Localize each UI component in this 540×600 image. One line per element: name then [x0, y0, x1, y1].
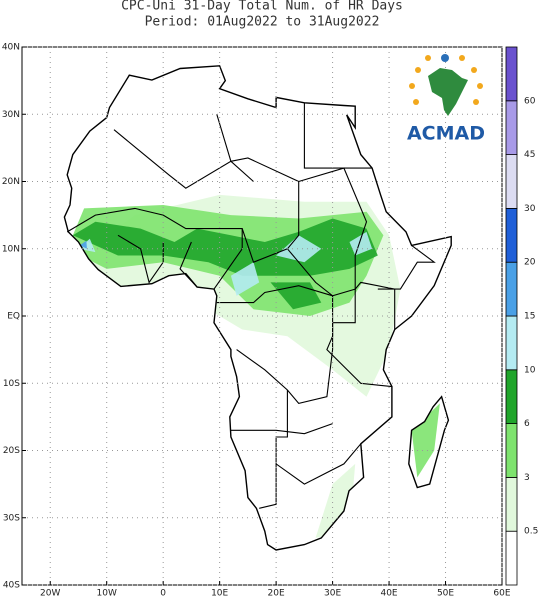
colorbar-bin: [505, 423, 518, 478]
colorbar-label: 60: [524, 96, 536, 106]
x-tick-label: 0: [160, 589, 166, 599]
colorbar-bin: [505, 100, 518, 156]
rain-area: [79, 240, 87, 249]
y-tick-label: EQ: [7, 312, 20, 322]
logo-sun-rays: [409, 55, 483, 105]
colorbar-bin: [505, 369, 518, 424]
country-border: [179, 241, 198, 288]
y-tick-label: 20S: [3, 446, 20, 456]
colorbar-bin: [505, 154, 518, 209]
colorbar: [505, 46, 518, 586]
x-tick-label: 40E: [380, 589, 397, 599]
x-tick-label: 60E: [493, 589, 510, 599]
x-tick-label: 10W: [97, 589, 117, 599]
colorbar-label: 30: [524, 204, 536, 214]
country-border: [117, 234, 164, 284]
coastline: [408, 395, 450, 489]
rain-area: [276, 235, 322, 263]
colorbar-bin: [505, 530, 518, 586]
colorbar-label: 0.5: [524, 527, 538, 537]
colorbar-bin: [505, 261, 518, 317]
x-tick-label: 10E: [211, 589, 228, 599]
country-border: [275, 390, 362, 485]
x-tick-label: 20W: [40, 589, 60, 599]
x-tick-label: 20E: [268, 589, 285, 599]
country-border: [216, 285, 334, 405]
country-border: [303, 102, 373, 169]
y-tick-label: 10S: [3, 379, 20, 389]
y-tick-label: 40N: [2, 43, 20, 53]
y-tick-label: 40S: [3, 581, 20, 591]
colorbar-label: 6: [524, 419, 530, 429]
country-border: [230, 423, 333, 435]
logo-africa: [428, 68, 468, 116]
y-tick-label: 30N: [2, 110, 20, 120]
x-tick-label: 30E: [324, 589, 341, 599]
colorbar-label: 15: [524, 312, 535, 322]
coastline: [63, 65, 452, 551]
rain-field: [64, 194, 440, 538]
colorbar-label: 45: [524, 150, 535, 160]
logo-drop: [441, 54, 449, 62]
title-line2: Period: 01Aug2022 to 31Aug2022: [145, 15, 380, 30]
title-line1: CPC-Uni 31-Day Total Num. of HR Days: [121, 0, 403, 14]
colorbar-label: 10: [524, 365, 536, 375]
logo-text: ACMAD: [407, 123, 485, 145]
country-border: [377, 244, 436, 290]
colorbar-bin: [505, 476, 518, 532]
colorbar-bin: [505, 46, 518, 102]
rain-area: [349, 231, 373, 256]
colorbar-label: 20: [524, 258, 536, 268]
map-area: [21, 46, 503, 586]
country-border: [216, 114, 254, 182]
rain-area: [411, 403, 440, 478]
y-tick-label: 20N: [2, 177, 20, 187]
rain-area: [230, 262, 260, 296]
logo: ACMAD: [407, 54, 485, 145]
y-tick-label: 30S: [3, 513, 20, 523]
colorbar-label: 3: [524, 473, 530, 483]
country-border: [354, 281, 396, 330]
country-border: [326, 289, 392, 388]
colorbar-bin: [505, 207, 518, 263]
y-tick-label: 10N: [2, 244, 20, 254]
colorbar-bin: [505, 315, 518, 371]
country-border: [259, 463, 277, 509]
x-tick-label: 50E: [437, 589, 454, 599]
